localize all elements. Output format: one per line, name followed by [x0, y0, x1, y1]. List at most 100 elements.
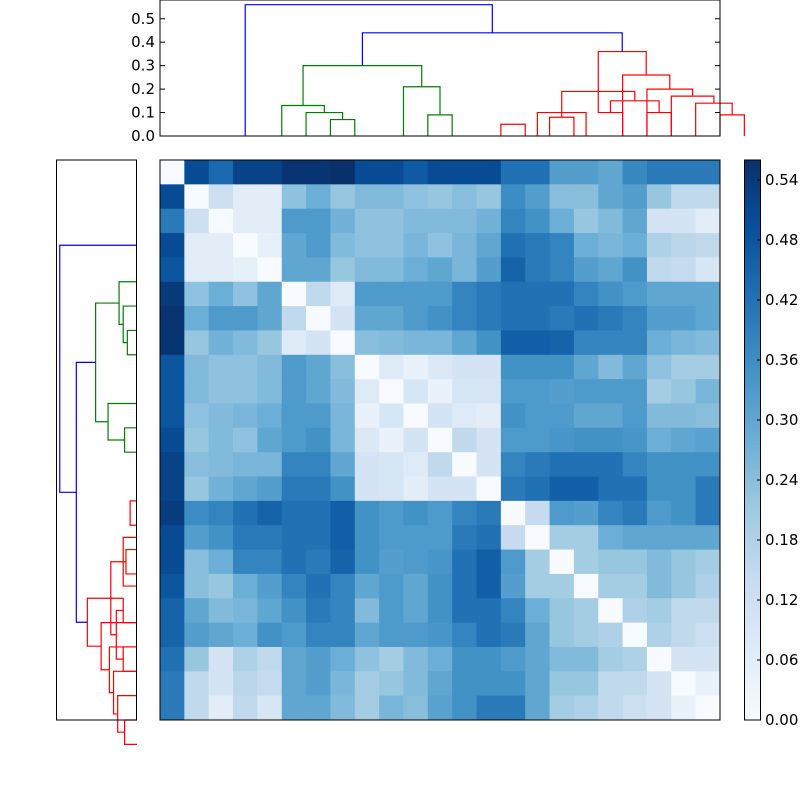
heatmap-cell	[695, 208, 721, 234]
heatmap-cell	[354, 403, 380, 429]
heatmap-cell	[500, 671, 526, 697]
colorbar-segment	[745, 292, 761, 297]
colorbar-segment	[745, 376, 761, 381]
heatmap-cell	[500, 427, 526, 453]
colorbar-segment	[745, 540, 761, 545]
colorbar-segment	[745, 228, 761, 233]
heatmap-cell	[257, 403, 283, 429]
heatmap-cell	[476, 500, 502, 526]
heatmap-cell	[549, 306, 575, 331]
colorbar-segment	[745, 512, 761, 517]
heatmap-cell	[646, 573, 672, 599]
heatmap-cell	[306, 379, 331, 404]
heatmap-cell	[354, 598, 380, 624]
heatmap-cell	[403, 379, 429, 404]
heatmap-cell	[622, 184, 648, 210]
heatmap-cell	[476, 695, 502, 721]
colorbar-segment	[745, 268, 761, 273]
heatmap-cell	[403, 257, 429, 283]
colorbar-segment	[745, 180, 761, 185]
colorbar-segment	[745, 644, 761, 649]
heatmap-cell	[646, 354, 672, 380]
heatmap-cell	[257, 549, 283, 575]
heatmap-cell	[184, 160, 210, 185]
colorbar-segment	[745, 456, 761, 461]
heatmap-cell	[233, 525, 258, 551]
heatmap-cell	[257, 257, 283, 283]
colorbar-segment	[745, 252, 761, 257]
colorbar-segment	[745, 420, 761, 425]
heatmap-cell	[622, 549, 648, 575]
heatmap-cell	[525, 306, 551, 331]
colorbar-segment	[745, 716, 761, 721]
heatmap-cell	[549, 281, 575, 307]
heatmap-matrix	[160, 160, 721, 721]
colorbar-segment	[745, 368, 761, 373]
heatmap-cell	[427, 257, 453, 283]
heatmap-cell	[306, 257, 331, 283]
heatmap-cell	[257, 427, 283, 453]
heatmap-cell	[695, 452, 721, 478]
heatmap-cell	[160, 646, 185, 672]
heatmap-cell	[184, 500, 210, 526]
heatmap-cell	[354, 452, 380, 478]
heatmap-cell	[208, 452, 234, 478]
heatmap-cell	[525, 695, 551, 721]
heatmap-cell	[671, 671, 697, 697]
heatmap-cell	[549, 379, 575, 404]
colorbar-segment	[745, 348, 761, 353]
heatmap-cell	[257, 379, 283, 404]
heatmap-cell	[598, 622, 624, 648]
heatmap-cell	[695, 257, 721, 283]
colorbar-segment	[745, 412, 761, 417]
heatmap-cell	[525, 573, 551, 599]
colorbar-segment	[745, 620, 761, 625]
heatmap-cell	[671, 208, 697, 234]
heatmap-cell	[281, 549, 307, 575]
heatmap-cell	[233, 452, 258, 478]
heatmap-cell	[671, 525, 697, 551]
y-tick-label: 0.3	[131, 57, 155, 75]
colorbar-segment	[745, 424, 761, 429]
heatmap-cell	[500, 573, 526, 599]
heatmap-cell	[403, 500, 429, 526]
colorbar-segment	[745, 600, 761, 605]
heatmap-cell	[184, 233, 210, 258]
colorbar-segment	[745, 196, 761, 201]
heatmap-cell	[500, 695, 526, 721]
colorbar-segment	[745, 524, 761, 529]
heatmap-cell	[622, 379, 648, 404]
heatmap-cell	[500, 452, 526, 478]
heatmap-cell	[233, 671, 258, 697]
heatmap-cell	[354, 622, 380, 648]
colorbar-segment	[745, 492, 761, 497]
heatmap-cell	[598, 427, 624, 453]
heatmap-cell	[184, 695, 210, 721]
heatmap-cell	[573, 427, 599, 453]
heatmap-cell	[330, 695, 356, 721]
heatmap-cell	[476, 354, 502, 380]
heatmap-cell	[403, 354, 429, 380]
colorbar-segment	[745, 528, 761, 533]
heatmap-cell	[427, 330, 453, 356]
colorbar-segment	[745, 200, 761, 205]
colorbar-tick-label: 0.42	[765, 291, 798, 309]
heatmap-cell	[573, 573, 599, 599]
colorbar-segment	[745, 160, 761, 165]
heatmap-cell	[281, 476, 307, 502]
heatmap-cell	[306, 208, 331, 234]
heatmap-cell	[330, 549, 356, 575]
heatmap-cell	[306, 233, 331, 258]
heatmap-cell	[598, 160, 624, 185]
heatmap-cell	[330, 500, 356, 526]
heatmap-cell	[281, 306, 307, 331]
heatmap-cell	[549, 354, 575, 380]
heatmap-cell	[281, 257, 307, 283]
heatmap-cell	[354, 379, 380, 404]
colorbar-segment	[745, 464, 761, 469]
colorbar-segment	[745, 688, 761, 693]
heatmap-cell	[233, 427, 258, 453]
colorbar-segment	[745, 400, 761, 405]
heatmap-cell	[427, 160, 453, 185]
heatmap-cell	[695, 500, 721, 526]
